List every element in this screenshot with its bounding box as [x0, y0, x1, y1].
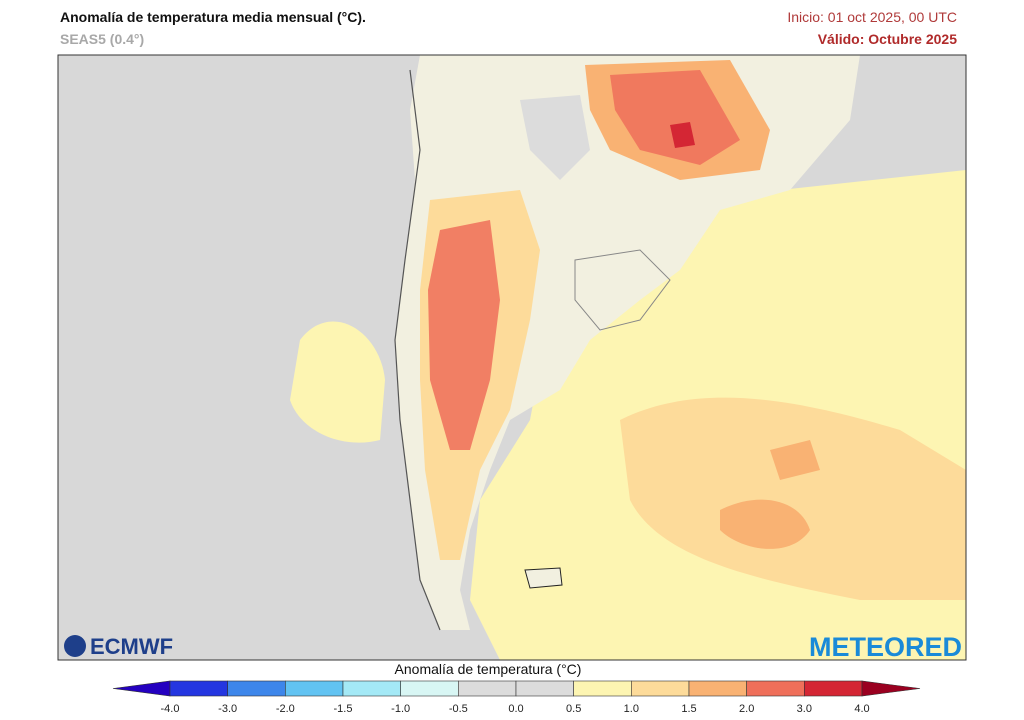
colorbar-segment [804, 680, 863, 697]
ecmwf-icon [64, 635, 86, 657]
colorbar-segment [458, 680, 517, 697]
colorbar-segment [515, 680, 574, 697]
title: Anomalía de temperatura media mensual (°… [60, 9, 366, 25]
colorbar-tick-label: 4.0 [854, 703, 869, 715]
colorbar: -4.0 -3.0 -2.0 -1.5 -1.0 -0.5 0.0 0.5 1.0 1.5 2.0 3… [112, 680, 921, 715]
colorbar-segment [688, 680, 747, 697]
colorbar-tick-label: -0.5 [449, 703, 468, 715]
colorbar-tick-label: 2.0 [739, 703, 754, 715]
colorbar-segment [631, 680, 690, 697]
valid-time: Válido: Octubre 2025 [817, 31, 957, 47]
colorbar-tick-label: -1.0 [391, 703, 410, 715]
colorbar-tick-label: -3.0 [218, 703, 237, 715]
colorbar-tick-label: -4.0 [161, 703, 180, 715]
colorbar-tick-label: 1.0 [624, 703, 639, 715]
colorbar-segment [169, 680, 228, 697]
colorbar-tick-label: 0.5 [566, 703, 581, 715]
colorbar-tick-label: -2.0 [276, 703, 295, 715]
ecmwf-logo: ECMWF [90, 634, 173, 659]
colorbar-segment [285, 680, 344, 697]
subtitle: SEAS5 (0.4°) [60, 31, 145, 47]
colorbar-tick-label: 0.0 [508, 703, 523, 715]
colorbar-segment [573, 680, 632, 697]
colorbar-arrow [112, 680, 171, 697]
colorbar-tick-label: 1.5 [681, 703, 696, 715]
meteored-logo: METEORED [809, 632, 962, 662]
map-field [58, 55, 966, 660]
colorbar-segment [227, 680, 286, 697]
colorbar-label: Anomalía de temperatura (°C) [395, 661, 582, 677]
colorbar-segment [746, 680, 805, 697]
colorbar-segment [342, 680, 401, 697]
colorbar-tick-label: -1.5 [334, 703, 353, 715]
init-time: Inicio: 01 oct 2025, 00 UTC [787, 9, 957, 25]
map-frame [57, 54, 967, 661]
colorbar-segment [400, 680, 459, 697]
colorbar-arrow [861, 680, 921, 697]
colorbar-tick-label: 3.0 [797, 703, 812, 715]
